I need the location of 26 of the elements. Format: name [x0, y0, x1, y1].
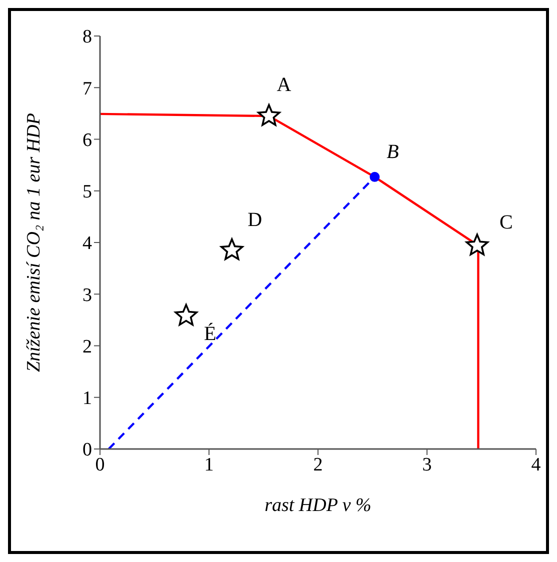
x-tick-label: 1 — [204, 454, 214, 476]
y-tick-label: 3 — [82, 284, 92, 306]
point — [466, 234, 488, 256]
y-tick-label: 5 — [82, 182, 92, 203]
y-axis-title: Zníženie emisí CO₂ na 1 eur HDP — [24, 112, 45, 372]
point — [370, 172, 380, 182]
y-tick-label: 4 — [82, 233, 92, 254]
y-tick-label: 6 — [82, 130, 92, 151]
x-tick-label: 4 — [531, 454, 542, 476]
annotation: C — [499, 212, 513, 234]
annotation: B — [386, 140, 399, 163]
line-series — [100, 112, 480, 449]
point — [220, 238, 244, 260]
y-tick-label: 0 — [82, 440, 92, 461]
y-tick-label: 2 — [82, 336, 92, 358]
point — [258, 104, 280, 126]
y-tick-label: 1 — [82, 388, 92, 410]
annotation: A — [276, 74, 292, 96]
annotation: É — [204, 322, 216, 345]
y-tick-label: 7 — [82, 78, 92, 100]
x-tick-label: 2 — [313, 454, 323, 476]
x-tick-label: 3 — [422, 454, 432, 476]
y-tick-label: 8 — [82, 26, 92, 48]
x-axis-title: rast HDP v % — [264, 495, 372, 516]
point — [174, 304, 198, 326]
annotation: D — [248, 209, 262, 232]
